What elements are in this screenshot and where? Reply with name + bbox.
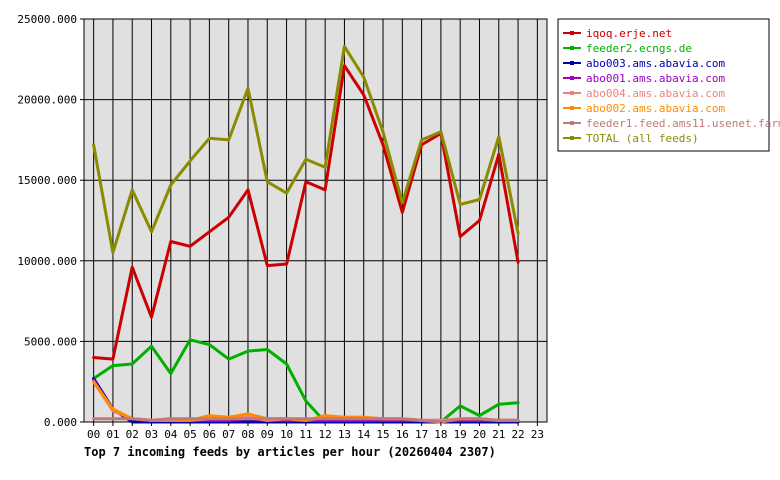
chart-title: Top 7 incoming feeds by articles per hou… <box>84 445 496 459</box>
y-tick-label: 20000.000 <box>17 94 77 107</box>
x-tick-label: 03 <box>145 428 158 441</box>
x-tick-label: 21 <box>492 428 505 441</box>
series-line-0 <box>92 64 520 361</box>
legend-label: TOTAL (all feeds) <box>586 132 699 145</box>
series-line-1 <box>92 338 520 424</box>
y-tick-label: 15000.000 <box>17 174 77 187</box>
legend-marker <box>570 61 574 65</box>
legend-marker <box>570 121 574 125</box>
series-line-7 <box>92 44 520 255</box>
x-tick-label: 15 <box>376 428 389 441</box>
x-tick-label: 07 <box>222 428 235 441</box>
legend-label: iqoq.erje.net <box>586 27 672 40</box>
legend-marker <box>570 76 574 80</box>
x-tick-label: 02 <box>126 428 139 441</box>
legend-marker <box>570 136 574 140</box>
x-tick-label: 12 <box>319 428 332 441</box>
series-lines <box>92 44 520 424</box>
legend-box <box>557 18 770 152</box>
legend-label: feeder1.feed.ams11.usenet.farm <box>586 117 780 130</box>
y-tick-label: 10000.000 <box>17 255 77 268</box>
x-tick-label: 10 <box>280 428 293 441</box>
legend: iqoq.erje.net feeder2.ecngs.de abo003.ams.… <box>557 18 780 152</box>
axes: 00 01 02 03 04 05 06 07 08 09 10 11 12 13 14 15 16 17 18 19… <box>17 13 544 441</box>
x-tick-label: 06 <box>203 428 216 441</box>
legend-label: abo001.ams.abavia.com <box>586 72 725 85</box>
x-tick-label: 16 <box>396 428 409 441</box>
y-tick-label: 0.000 <box>44 416 77 429</box>
legend-marker <box>570 91 574 95</box>
series-line-6 <box>92 417 520 424</box>
x-tick-label: 23 <box>531 428 544 441</box>
legend-marker <box>570 46 574 50</box>
legend-label: abo004.ams.abavia.com <box>586 87 725 100</box>
legend-label: feeder2.ecngs.de <box>586 42 692 55</box>
x-tick-label: 18 <box>434 428 447 441</box>
x-tick-label: 14 <box>357 428 371 441</box>
legend-marker <box>570 31 574 35</box>
x-tick-label: 11 <box>299 428 312 441</box>
x-tick-label: 05 <box>183 428 196 441</box>
y-tick-label: 25000.000 <box>17 13 77 26</box>
x-tick-label: 17 <box>415 428 428 441</box>
legend-label: abo002.ams.abavia.com <box>586 102 725 115</box>
plot-area <box>83 18 548 423</box>
legend-marker <box>570 106 574 110</box>
x-tick-label: 01 <box>106 428 119 441</box>
y-tick-label: 5000.000 <box>24 335 77 348</box>
x-tick-label: 00 <box>87 428 100 441</box>
x-tick-label: 13 <box>338 428 351 441</box>
legend-label: abo003.ams.abavia.com <box>586 57 725 70</box>
x-tick-label: 20 <box>473 428 486 441</box>
x-tick-label: 09 <box>261 428 274 441</box>
x-tick-label: 08 <box>241 428 254 441</box>
x-tick-label: 19 <box>454 428 467 441</box>
x-tick-label: 22 <box>511 428 524 441</box>
x-tick-label: 04 <box>164 428 178 441</box>
